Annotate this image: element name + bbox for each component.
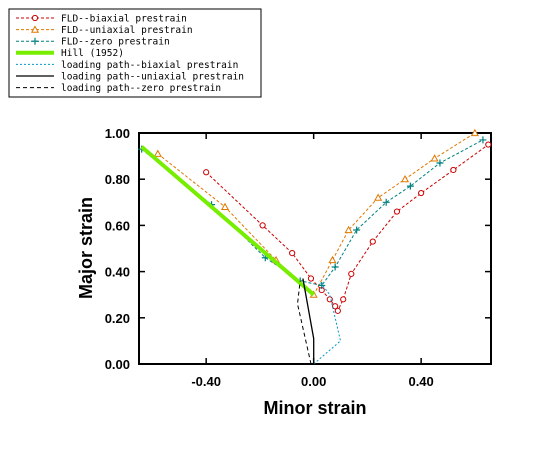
legend-label: Hill (1952)	[61, 48, 124, 59]
data-point	[344, 225, 353, 234]
legend-item: loading path--biaxial prestrain	[16, 60, 238, 71]
data-point	[331, 263, 339, 271]
data-point	[450, 166, 457, 174]
series-line	[313, 280, 342, 365]
data-point	[369, 238, 376, 245]
data-point	[436, 159, 444, 167]
series-line	[296, 280, 312, 365]
series-5	[313, 280, 342, 365]
series-line	[302, 278, 315, 364]
series-line	[140, 145, 316, 297]
x-tick-label: 0.40	[408, 374, 433, 389]
series-4	[140, 145, 316, 297]
data-point	[259, 222, 266, 229]
data-point	[470, 128, 479, 137]
y-tick-label: 0.40	[105, 265, 130, 280]
series-line	[141, 139, 484, 287]
data-point	[382, 198, 390, 206]
data-point	[374, 193, 383, 201]
data-point	[485, 141, 492, 148]
x-tick-label: 0.00	[301, 374, 326, 389]
legend-item: Hill (1952)	[16, 48, 124, 59]
legend-marker	[31, 14, 39, 22]
data-point	[220, 202, 230, 211]
y-tick-label: 1.00	[105, 126, 130, 141]
data-point	[328, 255, 337, 264]
series-2	[153, 128, 479, 298]
data-point	[418, 189, 425, 197]
legend-item: loading path--uniaxial prestrain	[16, 71, 244, 82]
series-layer	[138, 128, 492, 365]
axis-ticks: -0.40 0.00 0.40 0.00 0.20 0.40 0.60 0.80 1.00	[105, 126, 491, 389]
data-point	[353, 226, 361, 234]
legend-label: loading path--biaxial prestrain	[61, 60, 238, 71]
legend-item: FLD--uniaxial prestrain	[16, 25, 193, 36]
data-point	[479, 136, 487, 144]
legend-label: FLD--biaxial prestrain	[61, 13, 187, 24]
series-7	[296, 280, 312, 365]
series-line	[157, 132, 476, 296]
plot-frame	[138, 132, 492, 365]
data-point	[340, 296, 347, 303]
legend-label: loading path--uniaxial prestrain	[61, 71, 244, 82]
data-point	[307, 275, 315, 282]
data-point	[153, 149, 162, 157]
data-point	[400, 174, 410, 183]
y-tick-label: 0.20	[105, 311, 130, 326]
data-point	[430, 154, 439, 162]
data-point	[289, 250, 296, 257]
data-point	[203, 169, 210, 176]
x-axis-label: Minor strain	[263, 398, 366, 418]
y-tick-label: 0.60	[105, 218, 130, 233]
legend-marker	[30, 25, 40, 33]
x-tick-label: -0.40	[191, 374, 221, 389]
data-point	[406, 182, 414, 190]
legend-item: FLD--zero prestrain	[16, 37, 170, 48]
y-tick-label: 0.00	[105, 357, 130, 372]
y-tick-label: 0.80	[105, 172, 130, 187]
data-point	[348, 270, 355, 278]
legend-label: FLD--zero prestrain	[61, 37, 170, 48]
legend-item: loading path--zero prestrain	[16, 83, 221, 94]
data-point	[334, 307, 341, 314]
y-axis-label: Major strain	[76, 197, 96, 299]
data-point	[318, 281, 326, 289]
legend-item: FLD--biaxial prestrain	[16, 13, 187, 24]
series-line	[205, 144, 489, 312]
data-point	[332, 303, 339, 310]
legend-marker	[31, 37, 39, 45]
data-point	[393, 208, 401, 215]
legend-label: loading path--zero prestrain	[61, 83, 221, 94]
legend-label: FLD--uniaxial prestrain	[61, 25, 193, 36]
series-6	[302, 278, 315, 364]
series-1	[203, 141, 492, 314]
